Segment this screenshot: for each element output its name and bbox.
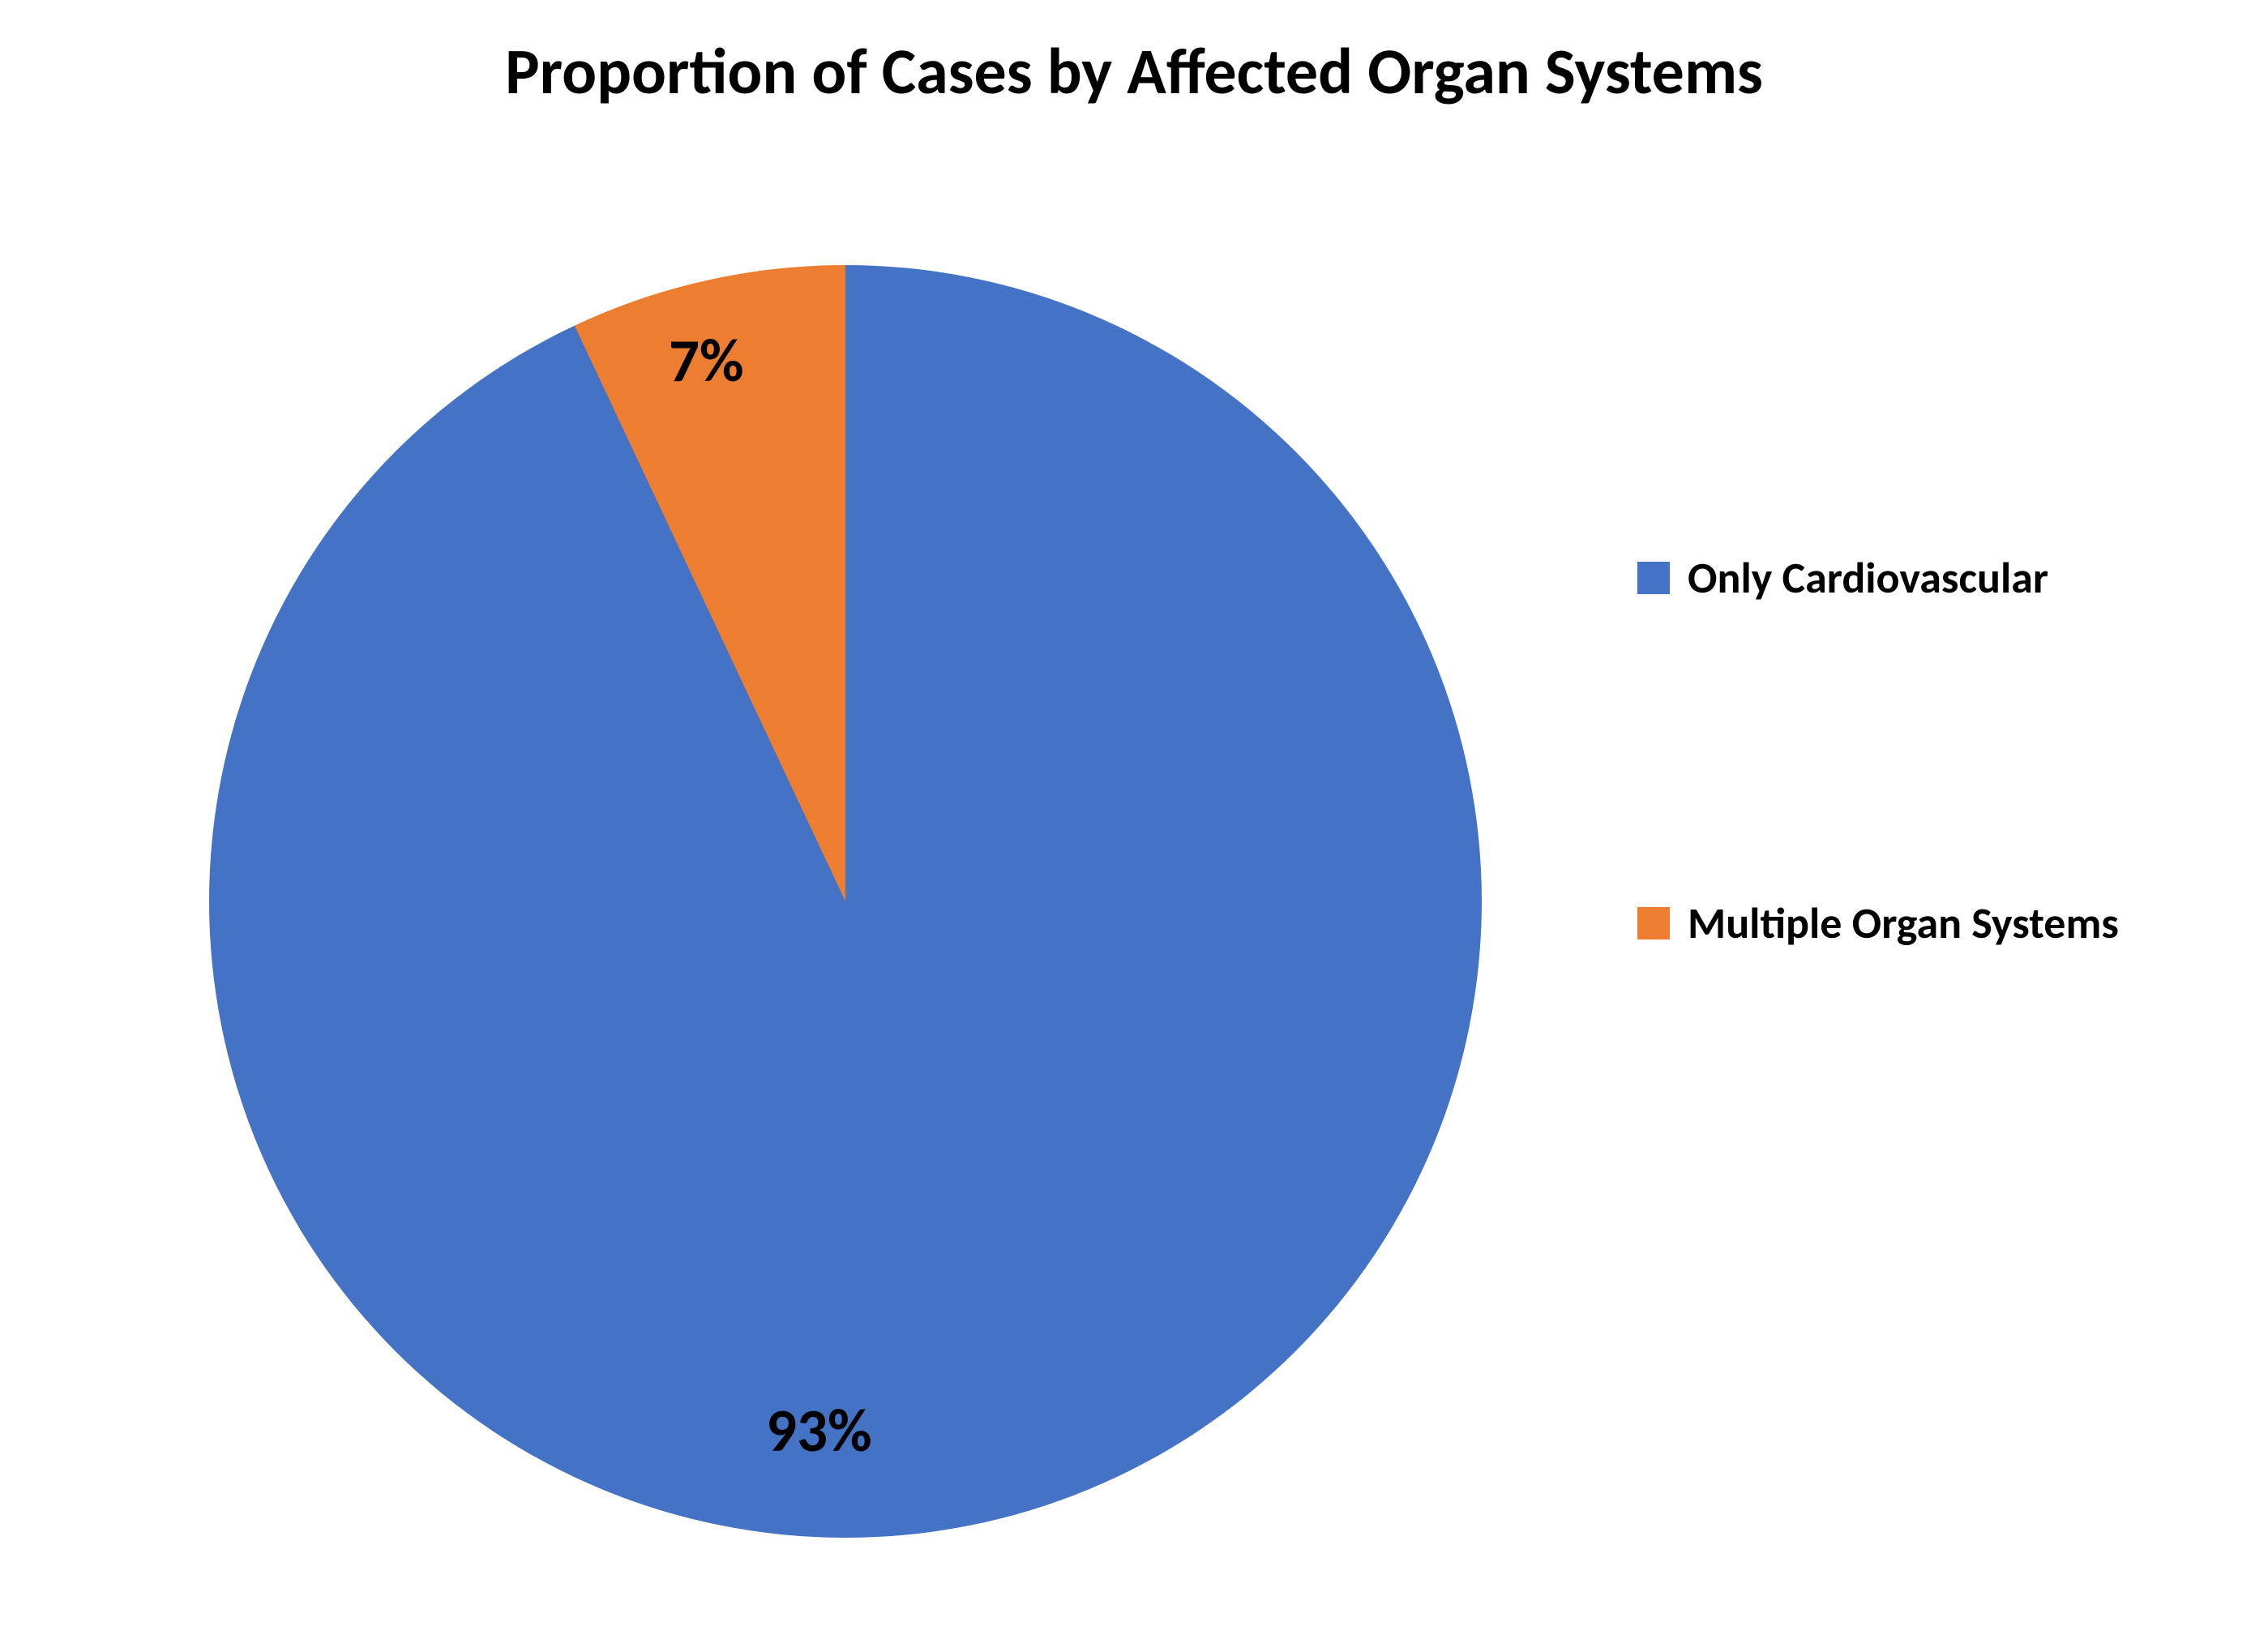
pie-chart-container: Proportion of Cases by Affected Organ Sy… (0, 0, 2268, 1652)
chart-title: Proportion of Cases by Affected Organ Sy… (0, 32, 2268, 111)
legend-item: Multiple Organ Systems (1637, 897, 2119, 950)
legend-item: Only Cardiovascular (1637, 551, 2119, 605)
legend-item-label: Only Cardiovascular (1688, 551, 2048, 605)
legend-item-label: Multiple Organ Systems (1688, 897, 2119, 950)
pie-wrap: 93% 7% (209, 265, 1482, 1538)
pie-chart (209, 265, 1482, 1538)
legend-swatch-icon (1637, 562, 1670, 594)
legend-swatch-icon (1637, 907, 1670, 939)
chart-legend: Only Cardiovascular Multiple Organ Syste… (1637, 405, 2119, 1096)
pie-slice-label-large: 93% (766, 1394, 872, 1468)
pie-slice-label-small: 7% (669, 324, 744, 398)
